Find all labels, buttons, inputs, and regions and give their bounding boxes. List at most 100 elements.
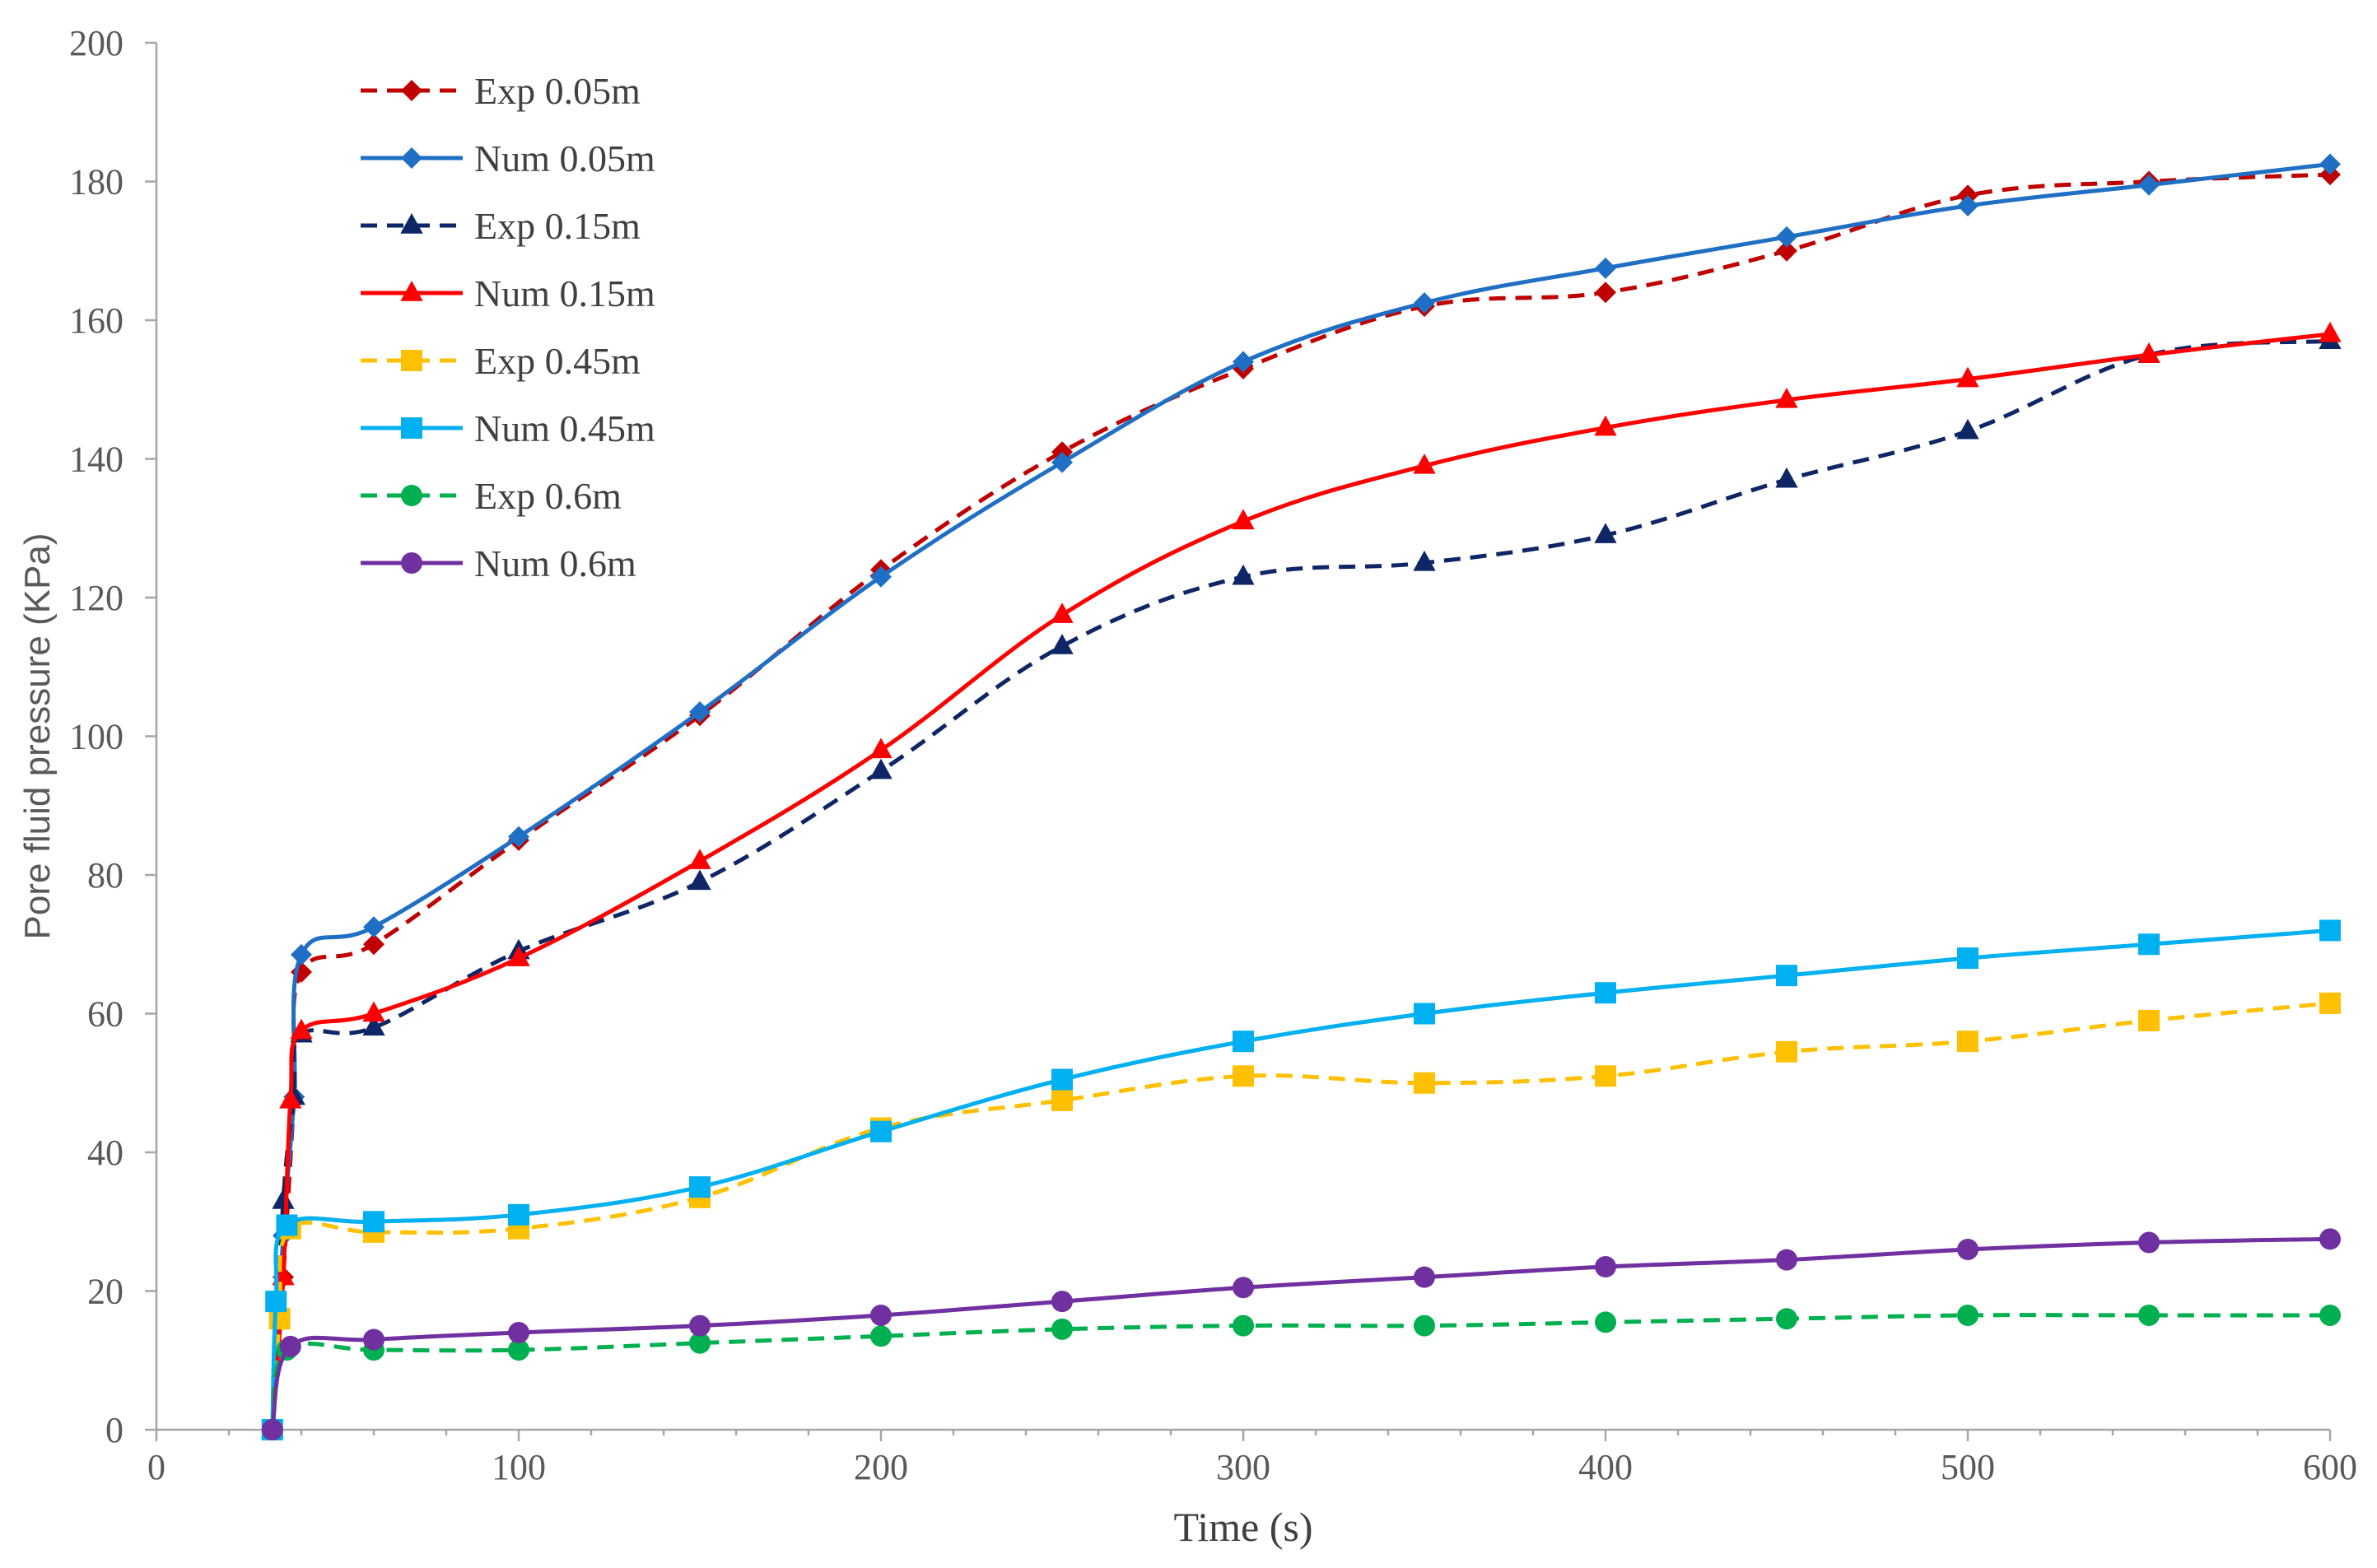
axes: 0 100 200 300 400 500 600 0 20 40 60 80 100 120 140 16…	[17, 23, 2357, 1550]
data-point-num-0-6m	[1233, 1277, 1254, 1299]
data-point-num-0-15m	[1594, 415, 1617, 436]
data-point-num-0-05m	[1233, 351, 1254, 373]
series-line-exp-0-6m	[270, 1313, 2330, 1431]
x-tick-label: 500	[1941, 1447, 1995, 1487]
x-tick-label: 0	[147, 1447, 165, 1487]
y-tick-label: 0	[105, 1410, 124, 1450]
series-exp-0-6m	[261, 1304, 2341, 1440]
series-exp-0-45m	[261, 992, 2341, 1440]
data-point-num-0-45m	[870, 1120, 892, 1142]
y-tick-label: 20	[87, 1272, 124, 1312]
data-point-exp-0-15m	[272, 1189, 295, 1209]
y-tick-label: 120	[69, 578, 124, 618]
legend-item-num-0-15m: Num 0.15m	[361, 272, 655, 314]
series-num-0-6m	[261, 1228, 2341, 1440]
data-point-num-0-15m	[1051, 603, 1074, 623]
y-tick-label: 80	[87, 855, 124, 896]
data-point-exp-0-6m	[1051, 1318, 1073, 1340]
legend-label: Num 0.05m	[474, 137, 655, 179]
data-point-num-0-05m	[1776, 226, 1797, 248]
data-point-num-0-6m	[1776, 1249, 1797, 1271]
data-point-num-0-45m	[1776, 965, 1797, 987]
data-point-exp-0-6m	[870, 1325, 892, 1347]
data-point-exp-0-6m	[1776, 1308, 1797, 1330]
y-tick-label: 40	[87, 1133, 124, 1173]
data-point-num-0-05m	[1595, 257, 1616, 279]
legend-marker	[401, 147, 422, 169]
y-tick-label: 100	[69, 717, 124, 757]
y-tick-label: 60	[87, 994, 124, 1035]
series-num-0-15m	[261, 321, 2342, 1438]
data-point-exp-0-15m	[688, 869, 711, 891]
data-point-exp-0-45m	[2319, 992, 2341, 1014]
data-point-num-0-15m	[507, 946, 530, 966]
y-tick-label: 180	[69, 162, 124, 202]
y-tick-label: 200	[69, 23, 124, 63]
data-point-exp-0-15m	[1775, 467, 1798, 488]
series-line-exp-0-15m	[270, 338, 2331, 1431]
data-point-num-0-6m	[2319, 1228, 2341, 1250]
data-point-num-0-6m	[1051, 1291, 1073, 1313]
data-point-num-0-05m	[1414, 291, 1435, 314]
legend-item-num-0-45m: Num 0.45m	[361, 407, 655, 449]
data-point-exp-0-05m	[363, 933, 385, 956]
legend-marker	[401, 485, 422, 506]
x-tick-label: 200	[854, 1447, 908, 1487]
legend-marker	[401, 80, 422, 101]
data-point-exp-0-15m	[1051, 634, 1074, 654]
data-point-num-0-05m	[291, 943, 312, 965]
data-point-num-0-45m	[508, 1203, 529, 1226]
data-point-num-0-15m	[2319, 321, 2342, 342]
data-point-num-0-45m	[2138, 933, 2160, 956]
data-point-exp-0-05m	[1776, 240, 1797, 262]
y-tick-label: 140	[69, 440, 124, 480]
legend-label: Num 0.45m	[474, 407, 655, 449]
x-tick-label: 600	[2303, 1447, 2357, 1487]
y-axis-ticks: 0 20 40 60 80 100 120 140 160 180 200	[69, 23, 156, 1450]
data-point-num-0-6m	[363, 1328, 385, 1351]
legend-marker	[400, 213, 423, 234]
data-point-num-0-15m	[1775, 387, 1798, 408]
data-point-num-0-15m	[869, 737, 893, 759]
data-point-exp-0-6m	[1414, 1314, 1435, 1337]
data-point-exp-0-6m	[689, 1332, 711, 1354]
data-point-exp-0-6m	[1957, 1304, 1979, 1326]
data-point-num-0-05m	[1051, 451, 1073, 473]
data-point-num-0-45m	[1051, 1068, 1073, 1091]
data-point-num-0-45m	[2319, 919, 2341, 942]
data-point-num-0-6m	[508, 1322, 529, 1344]
data-point-exp-0-6m	[1233, 1314, 1254, 1337]
data-point-num-0-45m	[276, 1214, 298, 1236]
legend-item-exp-0-6m: Exp 0.6m	[361, 475, 622, 517]
legend-label: Exp 0.6m	[474, 475, 622, 517]
x-axis-title: Time (s)	[1173, 1504, 1312, 1550]
data-point-num-0-15m	[290, 1018, 313, 1040]
legend-marker	[401, 417, 422, 439]
data-point-num-0-6m	[2138, 1231, 2160, 1254]
data-point-exp-0-45m	[1957, 1031, 1979, 1053]
x-tick-label: 400	[1578, 1447, 1633, 1487]
data-point-exp-0-15m	[1413, 550, 1436, 571]
data-point-num-0-15m	[362, 1001, 385, 1022]
data-point-exp-0-45m	[2138, 1009, 2160, 1031]
data-point-exp-0-6m	[508, 1339, 529, 1361]
series-line-num-0-45m	[270, 928, 2331, 1431]
data-point-num-0-6m	[870, 1304, 892, 1326]
data-point-num-0-15m	[1956, 366, 1979, 388]
data-point-num-0-15m	[1413, 453, 1436, 474]
data-point-exp-0-45m	[1595, 1065, 1616, 1087]
data-point-num-0-45m	[1414, 1003, 1435, 1025]
data-point-num-0-6m	[1957, 1238, 1979, 1260]
plot-area	[261, 153, 2342, 1440]
data-point-num-0-05m	[689, 701, 711, 724]
data-point-num-0-05m	[1957, 194, 1979, 216]
legend-item-exp-0-45m: Exp 0.45m	[361, 340, 641, 382]
legend-item-num-0-6m: Num 0.6m	[361, 542, 636, 584]
x-tick-label: 300	[1216, 1447, 1270, 1487]
data-point-num-0-45m	[363, 1211, 385, 1233]
data-point-num-0-15m	[279, 1087, 302, 1109]
legend-marker	[401, 350, 422, 371]
data-point-num-0-05m	[2138, 174, 2160, 196]
legend-label: Num 0.15m	[474, 272, 655, 314]
legend-item-num-0-05m: Num 0.05m	[361, 137, 655, 179]
